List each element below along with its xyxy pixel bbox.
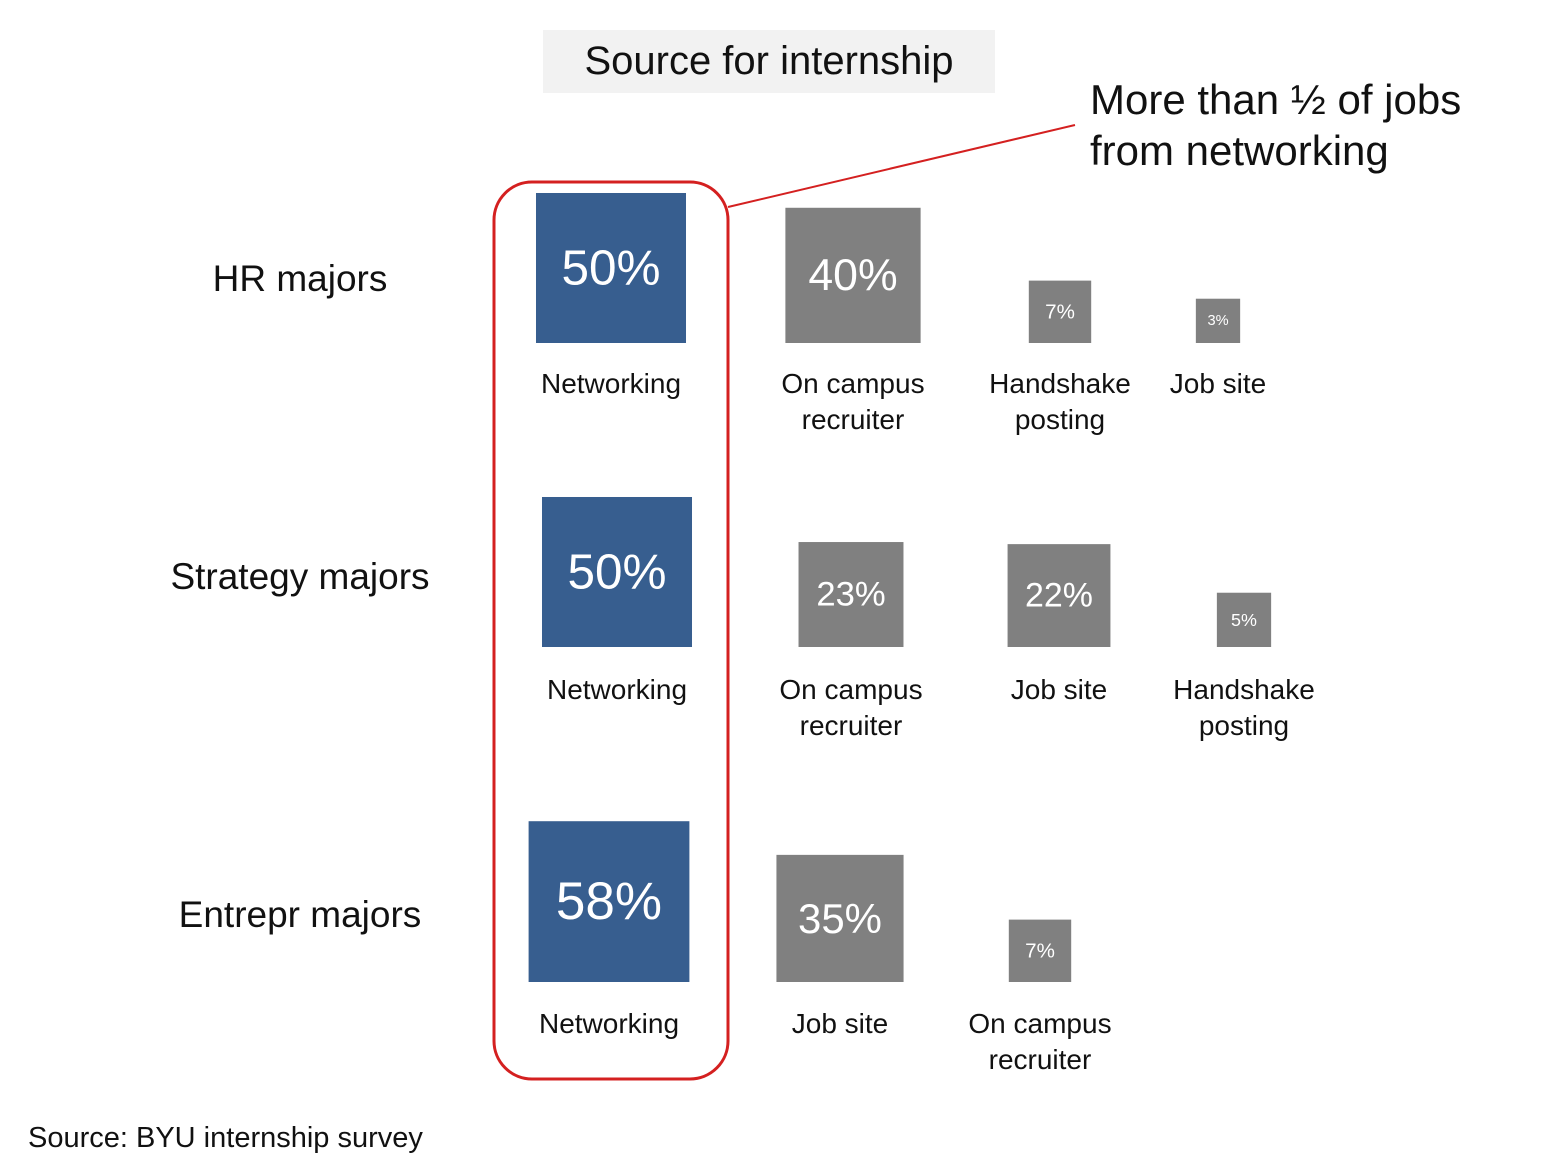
category-label: Handshake posting <box>1173 674 1315 741</box>
value-label: 3% <box>1207 313 1228 329</box>
category-label: Networking <box>546 674 688 705</box>
square <box>1195 298 1241 343</box>
value-label: 35% <box>798 895 882 942</box>
category-label: Handshake posting <box>989 368 1131 435</box>
value-label: 22% <box>1025 577 1093 615</box>
value-label: 50% <box>561 240 660 295</box>
square <box>785 207 921 343</box>
row-label: HR majors <box>212 258 388 299</box>
category-label: Job site <box>791 1008 889 1039</box>
annotation: More than ½ of jobs from networking <box>1090 76 1462 174</box>
square <box>1216 592 1272 647</box>
square <box>1008 919 1072 982</box>
row-label: Entrepr majors <box>178 894 422 935</box>
row-label: Strategy majors <box>170 556 430 597</box>
category-label: Networking <box>540 368 682 399</box>
value-label: 50% <box>567 544 666 599</box>
category-label: Job site <box>1010 674 1108 705</box>
highlight-outline <box>492 180 730 1081</box>
category-label: On campus recruiter <box>781 368 925 435</box>
square <box>798 542 904 647</box>
value-label: 7% <box>1025 939 1055 962</box>
value-label: 58% <box>556 872 662 931</box>
square <box>535 192 687 343</box>
annotation-line <box>727 124 1076 208</box>
square <box>541 496 693 647</box>
value-label: 40% <box>808 251 897 300</box>
square <box>1007 544 1111 647</box>
square <box>1028 280 1092 343</box>
category-label: Job site <box>1169 368 1267 399</box>
category-label: On campus recruiter <box>779 674 923 741</box>
category-label: On campus recruiter <box>968 1008 1112 1075</box>
square <box>528 821 690 982</box>
source-note: Source: BYU internship survey <box>28 1122 423 1154</box>
chart-title: Source for internship <box>543 30 995 93</box>
value-label: 23% <box>816 576 885 614</box>
category-label: Networking <box>538 1008 680 1039</box>
value-label: 5% <box>1231 610 1257 630</box>
square <box>776 854 904 982</box>
value-label: 7% <box>1045 300 1075 323</box>
